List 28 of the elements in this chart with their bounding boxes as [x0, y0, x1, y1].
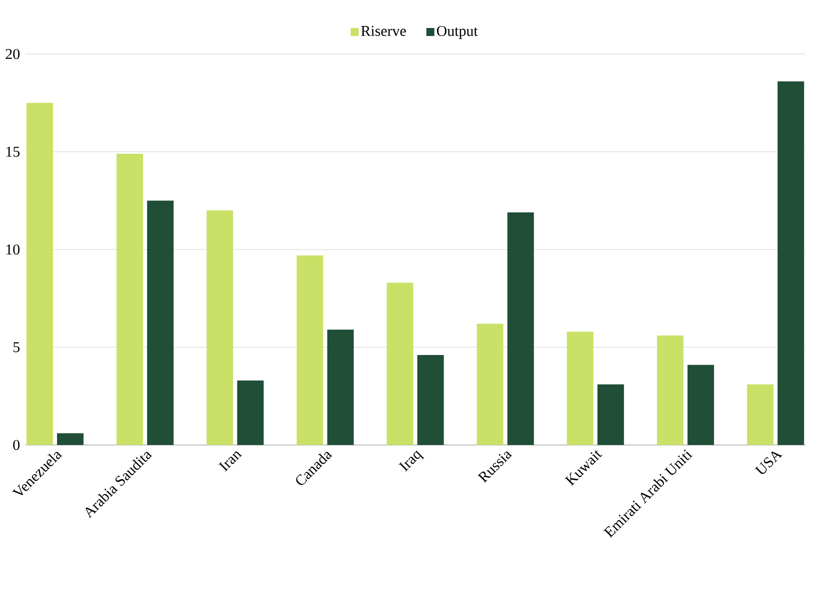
- bar: [747, 384, 774, 445]
- bar: [26, 102, 53, 445]
- bar: [147, 200, 174, 445]
- x-tick-label: Iraq: [398, 450, 424, 472]
- y-tick-label: 10: [6, 244, 20, 255]
- bar: [116, 154, 144, 445]
- legend-label: Output: [436, 26, 478, 40]
- legend-label: Riserve: [361, 26, 406, 36]
- bar: [688, 364, 714, 445]
- y-tick-label: 20: [6, 48, 20, 60]
- bar: [778, 81, 804, 445]
- bar: [206, 210, 234, 445]
- y-tick-label: 5: [14, 342, 20, 352]
- x-tick-label: Iran: [218, 451, 242, 472]
- bar: [386, 282, 414, 445]
- y-tick-label: 15: [6, 146, 20, 157]
- bar: [476, 324, 504, 445]
- bar: [656, 336, 684, 445]
- bar: [597, 384, 624, 445]
- x-tick-label: USA: [754, 452, 782, 474]
- bar: [327, 330, 354, 445]
- bar: [566, 332, 594, 445]
- bar: [57, 433, 84, 445]
- bar: [237, 380, 264, 445]
- y-tick-label: 0: [13, 440, 20, 450]
- bar: [296, 255, 324, 445]
- bar: [507, 212, 534, 445]
- bar: [417, 355, 444, 445]
